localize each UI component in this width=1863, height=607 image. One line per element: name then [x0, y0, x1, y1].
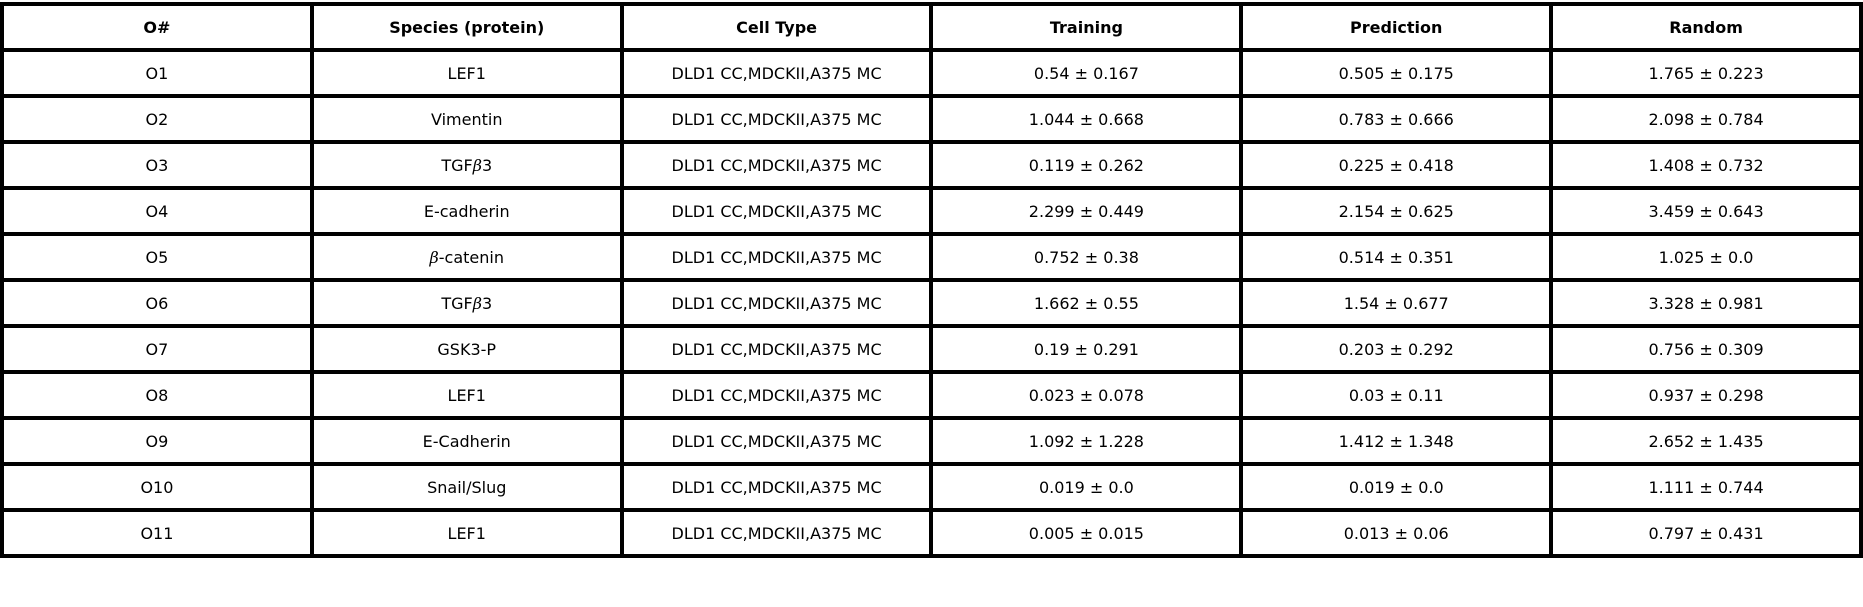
table-row: O5 β-catenin DLD1 CC,MDCKII,A375 MC 0.752 ±…: [0, 232, 1863, 282]
cell-random: 1.408 ± 0.732: [1549, 140, 1863, 190]
cell-species: β-catenin: [309, 232, 624, 282]
cell-prediction: 0.783 ± 0.666: [1239, 94, 1554, 144]
cell-o-number: O7: [0, 324, 314, 374]
cell-training: 0.19 ± 0.291: [929, 324, 1244, 374]
header-o-number: O#: [0, 2, 314, 52]
cell-random: 2.652 ± 1.435: [1549, 416, 1863, 466]
cell-prediction: 0.03 ± 0.11: [1239, 370, 1554, 420]
cell-o-number: O2: [0, 94, 314, 144]
cell-species: E-cadherin: [309, 186, 624, 236]
cell-species: LEF1: [309, 370, 624, 420]
cell-random: 0.756 ± 0.309: [1549, 324, 1863, 374]
cell-o-number: O11: [0, 508, 314, 558]
cell-training: 0.752 ± 0.38: [929, 232, 1244, 282]
cell-cell-type: DLD1 CC,MDCKII,A375 MC: [619, 416, 934, 466]
cell-random: 0.797 ± 0.431: [1549, 508, 1863, 558]
cell-random: 3.328 ± 0.981: [1549, 278, 1863, 328]
cell-cell-type: DLD1 CC,MDCKII,A375 MC: [619, 370, 934, 420]
cell-prediction: 0.013 ± 0.06: [1239, 508, 1554, 558]
cell-o-number: O4: [0, 186, 314, 236]
cell-o-number: O5: [0, 232, 314, 282]
results-table: O# Species (protein) Cell Type Training …: [0, 2, 1863, 558]
cell-random: 3.459 ± 0.643: [1549, 186, 1863, 236]
cell-species: LEF1: [309, 508, 624, 558]
cell-cell-type: DLD1 CC,MDCKII,A375 MC: [619, 278, 934, 328]
cell-species: TGFβ3: [309, 140, 624, 190]
cell-random: 2.098 ± 0.784: [1549, 94, 1863, 144]
table-row: O11 LEF1 DLD1 CC,MDCKII,A375 MC 0.005 ± 0.0…: [0, 508, 1863, 558]
cell-cell-type: DLD1 CC,MDCKII,A375 MC: [619, 462, 934, 512]
header-training: Training: [929, 2, 1244, 52]
cell-species: Vimentin: [309, 94, 624, 144]
cell-species: E-Cadherin: [309, 416, 624, 466]
cell-training: 0.54 ± 0.167: [929, 48, 1244, 98]
header-species: Species (protein): [309, 2, 624, 52]
cell-o-number: O10: [0, 462, 314, 512]
cell-prediction: 0.225 ± 0.418: [1239, 140, 1554, 190]
cell-prediction: 0.203 ± 0.292: [1239, 324, 1554, 374]
cell-training: 0.119 ± 0.262: [929, 140, 1244, 190]
cell-training: 1.044 ± 0.668: [929, 94, 1244, 144]
table-row: O9 E-Cadherin DLD1 CC,MDCKII,A375 MC 1.092 …: [0, 416, 1863, 466]
table-row: O4 E-cadherin DLD1 CC,MDCKII,A375 MC 2.299 …: [0, 186, 1863, 236]
cell-cell-type: DLD1 CC,MDCKII,A375 MC: [619, 232, 934, 282]
cell-cell-type: DLD1 CC,MDCKII,A375 MC: [619, 94, 934, 144]
table-row: O8 LEF1 DLD1 CC,MDCKII,A375 MC 0.023 ± 0.07…: [0, 370, 1863, 420]
cell-random: 1.111 ± 0.744: [1549, 462, 1863, 512]
cell-species: GSK3-P: [309, 324, 624, 374]
cell-training: 0.005 ± 0.015: [929, 508, 1244, 558]
cell-prediction: 1.54 ± 0.677: [1239, 278, 1554, 328]
cell-random: 1.765 ± 0.223: [1549, 48, 1863, 98]
cell-prediction: 0.505 ± 0.175: [1239, 48, 1554, 98]
cell-prediction: 1.412 ± 1.348: [1239, 416, 1554, 466]
cell-training: 0.023 ± 0.078: [929, 370, 1244, 420]
cell-prediction: 2.154 ± 0.625: [1239, 186, 1554, 236]
table-header: O# Species (protein) Cell Type Training …: [0, 2, 1863, 52]
header-random: Random: [1549, 2, 1863, 52]
cell-prediction: 0.019 ± 0.0: [1239, 462, 1554, 512]
cell-o-number: O8: [0, 370, 314, 420]
table-row: O10 Snail/Slug DLD1 CC,MDCKII,A375 MC 0.019…: [0, 462, 1863, 512]
cell-o-number: O6: [0, 278, 314, 328]
cell-training: 2.299 ± 0.449: [929, 186, 1244, 236]
cell-random: 0.937 ± 0.298: [1549, 370, 1863, 420]
cell-cell-type: DLD1 CC,MDCKII,A375 MC: [619, 186, 934, 236]
cell-training: 0.019 ± 0.0: [929, 462, 1244, 512]
cell-species: Snail/Slug: [309, 462, 624, 512]
cell-o-number: O9: [0, 416, 314, 466]
table-body: O1 LEF1 DLD1 CC,MDCKII,A375 MC 0.54 ± 0.167…: [0, 48, 1863, 558]
table-row: O6 TGFβ3 DLD1 CC,MDCKII,A375 MC 1.662 ± 0.5…: [0, 278, 1863, 328]
cell-cell-type: DLD1 CC,MDCKII,A375 MC: [619, 324, 934, 374]
cell-o-number: O3: [0, 140, 314, 190]
header-prediction: Prediction: [1239, 2, 1554, 52]
header-cell-type: Cell Type: [619, 2, 934, 52]
cell-cell-type: DLD1 CC,MDCKII,A375 MC: [619, 508, 934, 558]
table-row: O1 LEF1 DLD1 CC,MDCKII,A375 MC 0.54 ± 0.167…: [0, 48, 1863, 98]
cell-cell-type: DLD1 CC,MDCKII,A375 MC: [619, 48, 934, 98]
cell-random: 1.025 ± 0.0: [1549, 232, 1863, 282]
table-row: O3 TGFβ3 DLD1 CC,MDCKII,A375 MC 0.119 ± 0.2…: [0, 140, 1863, 190]
cell-species: LEF1: [309, 48, 624, 98]
cell-o-number: O1: [0, 48, 314, 98]
cell-training: 1.092 ± 1.228: [929, 416, 1244, 466]
cell-prediction: 0.514 ± 0.351: [1239, 232, 1554, 282]
header-row: O# Species (protein) Cell Type Training …: [0, 2, 1863, 52]
cell-training: 1.662 ± 0.55: [929, 278, 1244, 328]
cell-cell-type: DLD1 CC,MDCKII,A375 MC: [619, 140, 934, 190]
cell-species: TGFβ3: [309, 278, 624, 328]
table-row: O7 GSK3-P DLD1 CC,MDCKII,A375 MC 0.19 ± 0.2…: [0, 324, 1863, 374]
table-row: O2 Vimentin DLD1 CC,MDCKII,A375 MC 1.044 ± …: [0, 94, 1863, 144]
